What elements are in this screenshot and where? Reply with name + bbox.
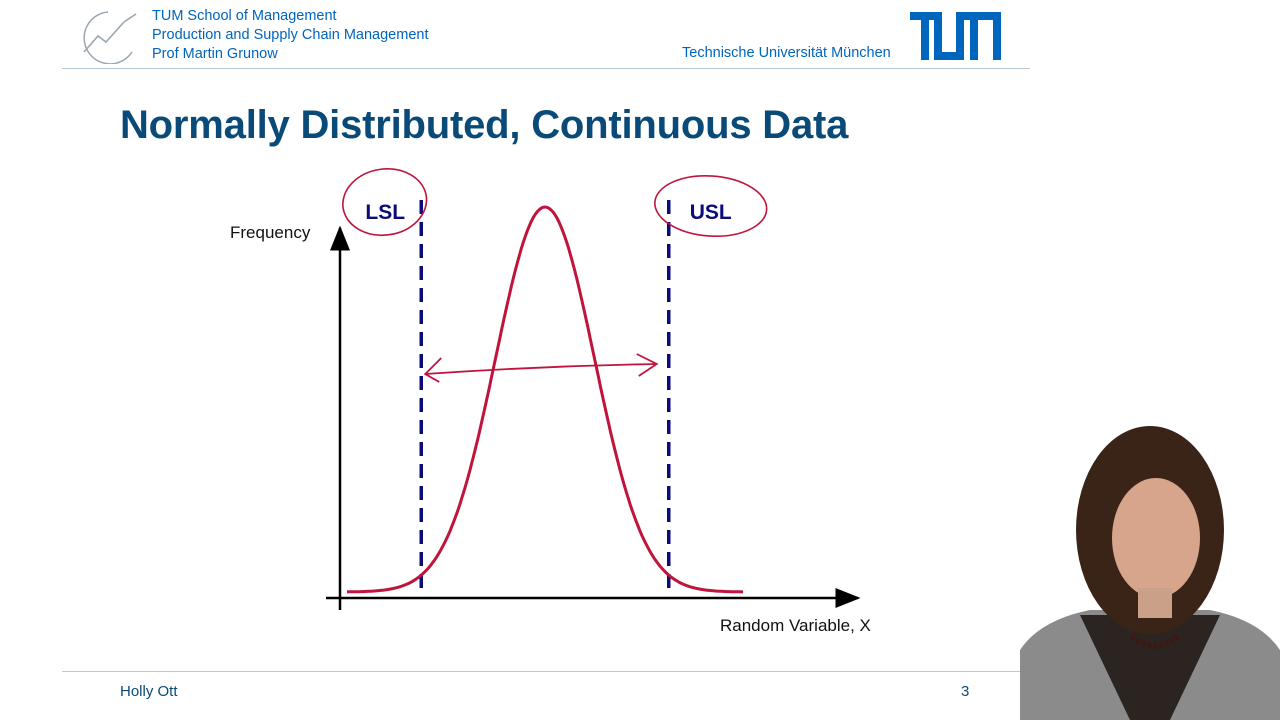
presenter-name: Holly Ott xyxy=(120,683,178,700)
header-divider xyxy=(62,68,1030,69)
rising-trend-logo-icon xyxy=(83,11,137,64)
x-axis-label: Random Variable, X xyxy=(720,616,871,635)
page-number: 3 xyxy=(961,683,970,700)
institution-line-chair: Production and Supply Chain Management xyxy=(152,27,429,43)
usl-annotation-circle xyxy=(654,175,768,237)
lsl-label: LSL xyxy=(365,201,405,224)
university-name: Technische Universität München xyxy=(682,45,891,61)
normal-distribution-chart: Frequency Random Variable, X LSL USL xyxy=(230,168,871,635)
tum-logo-icon xyxy=(910,12,1001,60)
range-arrow-right-head xyxy=(636,353,659,377)
footer-divider xyxy=(62,671,1030,672)
institution-line-professor: Prof Martin Grunow xyxy=(152,46,278,62)
institution-lines: TUM School of Management Production and … xyxy=(152,7,428,64)
slide-title: Normally Distributed, Continuous Data xyxy=(120,103,849,147)
distribution-curve xyxy=(346,205,744,594)
institution-line-school: TUM School of Management xyxy=(152,8,337,24)
usl-label: USL xyxy=(690,201,732,224)
presenter-video xyxy=(1020,426,1280,720)
range-arrow-left-head xyxy=(423,357,442,383)
y-axis-label: Frequency xyxy=(230,223,311,242)
lsl-annotation-circle xyxy=(342,168,428,237)
range-arrow-shaft xyxy=(425,363,657,375)
